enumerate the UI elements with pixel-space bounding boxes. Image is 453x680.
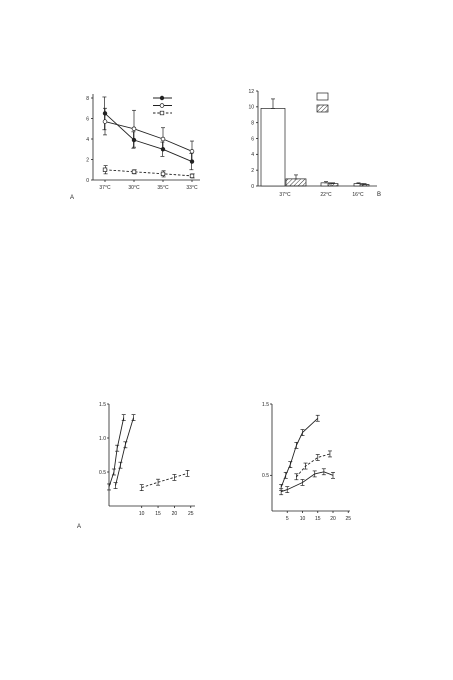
x-tick-label: 15	[315, 516, 321, 522]
panel-label: A	[70, 195, 74, 201]
x-tick-label: 10	[300, 516, 306, 522]
legend-swatch	[316, 92, 329, 101]
x-tick-label: 37°C	[99, 185, 111, 191]
y-tick-label: 0.5	[99, 470, 106, 476]
legend-marker	[159, 95, 165, 101]
data-point	[131, 126, 137, 131]
chart-bottom-right: 0.5 1.5 5 10 15 20 25	[262, 402, 351, 522]
series-line	[141, 472, 188, 489]
x-tick-label: 30°C	[128, 185, 140, 191]
series-line	[104, 113, 193, 163]
series-line	[104, 121, 193, 152]
y-tick-label: 8	[86, 96, 89, 102]
legend-swatch	[316, 104, 329, 113]
x-tick-label: 16°C	[352, 192, 364, 198]
y-tick-label: 6	[251, 136, 254, 142]
data-point	[102, 119, 108, 124]
y-tick-label: 1.5	[262, 402, 269, 408]
x-tick-label: 33°C	[186, 185, 198, 191]
y-tick-label: 0	[86, 178, 89, 184]
bar	[327, 183, 339, 187]
data-point	[160, 171, 166, 177]
series-line	[280, 471, 334, 493]
y-tick-label: 2	[86, 157, 89, 163]
series-line	[115, 417, 134, 486]
y-tick-label: 0	[251, 184, 254, 190]
chart-a-bottom: 0.5 1.0 1.5 10 15 20 25 A	[77, 402, 195, 530]
y-tick-label: 1.0	[99, 436, 106, 442]
x-tick-label: 35°C	[157, 185, 169, 191]
chart-b-top: 0 2 4 6 8 10 12 37°C 22°C 16°C B	[248, 89, 381, 198]
x-tick-label: 15	[155, 511, 161, 517]
legend-marker	[159, 110, 165, 116]
data-point	[131, 169, 137, 174]
series-line	[104, 169, 193, 177]
y-tick-label: 10	[248, 105, 254, 111]
bar	[285, 178, 307, 187]
x-tick-label: 22°C	[320, 192, 332, 198]
y-tick-label: 6	[86, 116, 89, 122]
panel-label: B	[377, 192, 381, 198]
panel-label: A	[77, 524, 81, 530]
y-tick-label: 12	[248, 89, 254, 95]
y-tick-label: 2	[251, 168, 254, 174]
x-tick-label: 20	[172, 511, 178, 517]
x-tick-label: 5	[286, 516, 289, 522]
x-tick-label: 25	[345, 516, 351, 522]
y-tick-label: 4	[251, 152, 254, 158]
x-tick-label: 25	[188, 511, 194, 517]
y-tick-label: 8	[251, 120, 254, 126]
data-point	[189, 149, 195, 154]
y-tick-label: 0.5	[262, 473, 269, 479]
series-line	[280, 417, 319, 488]
data-point	[102, 167, 108, 172]
y-tick-label: 4	[86, 137, 89, 143]
legend-marker	[159, 103, 165, 108]
series-line	[296, 453, 331, 478]
bar	[260, 108, 286, 187]
y-tick-label: 1.5	[99, 402, 106, 408]
x-tick-label: 10	[139, 511, 145, 517]
series-line	[108, 417, 125, 488]
data-point	[189, 173, 195, 179]
chart-a-top: 0 2 4 6 8 37°C 30°C 35°C 33°C A	[70, 94, 200, 201]
x-tick-label: 37°C	[279, 192, 291, 198]
x-tick-label: 20	[330, 516, 336, 522]
data-point	[160, 136, 166, 142]
